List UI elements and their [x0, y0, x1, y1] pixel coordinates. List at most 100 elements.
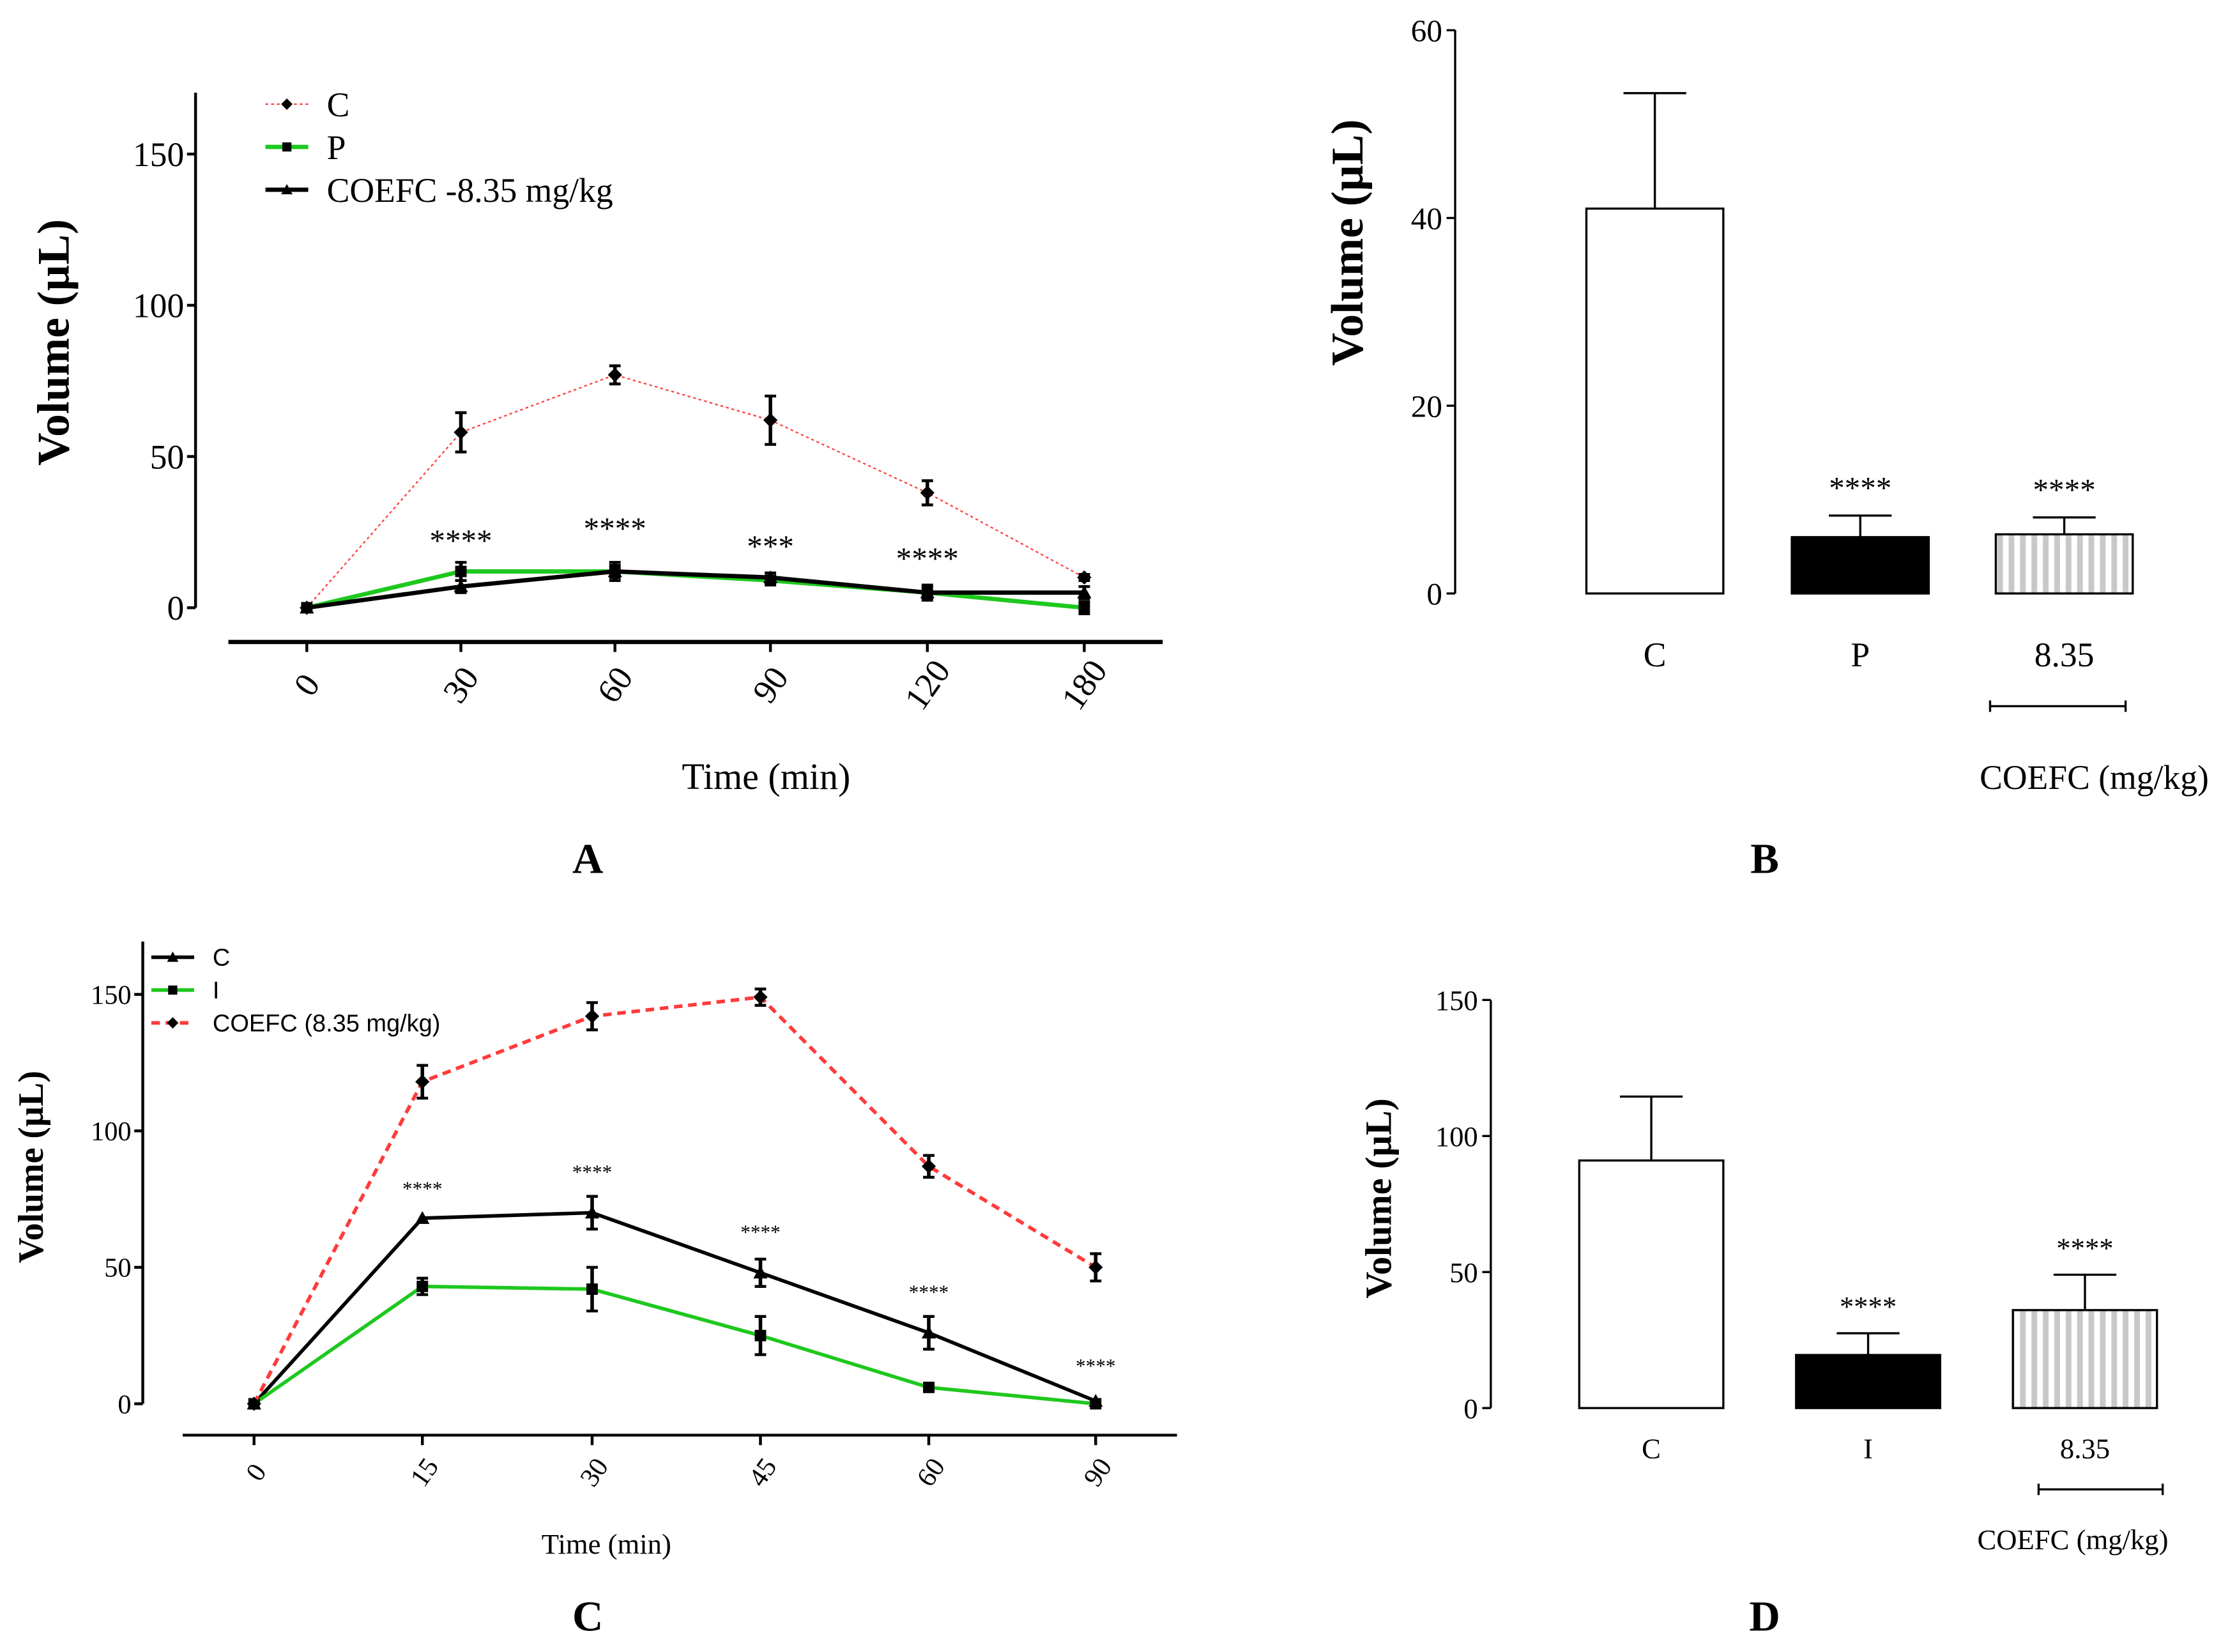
marker-square: [1078, 602, 1090, 614]
marker-triangle: [415, 1211, 430, 1224]
legend-label: I: [213, 977, 220, 1004]
y-tick-label: 50: [104, 1253, 131, 1283]
y-tick-label: 100: [133, 287, 184, 325]
y-tick-label: 100: [1435, 1120, 1478, 1152]
significance-marker: ****: [740, 1221, 781, 1244]
marker-square: [754, 1329, 767, 1342]
x-category-label: C: [1644, 636, 1667, 674]
series-p: [301, 561, 1090, 616]
marker-diamond: [1077, 570, 1092, 585]
panel-label-c: C: [572, 1593, 603, 1641]
x-category-label: P: [1851, 636, 1870, 674]
y-tick-label: 100: [91, 1117, 132, 1147]
series-line: [253, 1284, 1096, 1406]
x-tick-label: 90: [1078, 1453, 1118, 1492]
significance-marker: ****: [909, 1281, 949, 1304]
line-chart-a: 0 50 100 150 0 30 60 90 120 180 Volume (µL) Time (m…: [28, 86, 1163, 797]
x-tick-label: 60: [590, 660, 641, 710]
significance-marker: ****: [584, 510, 646, 546]
series-line: [252, 995, 1097, 1405]
marker-triangle: [753, 1266, 768, 1279]
group-label: COEFC (mg/kg): [1980, 758, 2209, 797]
marker-diamond: [607, 367, 622, 382]
bar-chart-d: 0 50 100 150 Volume (µL) C I **** 8.35 **** COEFC …: [1358, 984, 2169, 1556]
y-tick-label: 150: [91, 980, 132, 1010]
x-tick-label: 90: [745, 660, 796, 710]
x-tick-label: 45: [743, 1453, 783, 1492]
y-tick-label: 60: [1411, 13, 1442, 49]
x-category-label: 8.35: [2060, 1432, 2110, 1464]
panel-label-d: D: [1749, 1593, 1780, 1641]
bar-c: [1585, 207, 1725, 595]
x-category-label: 8.35: [2035, 636, 2095, 674]
bar-8-35: [1994, 533, 2134, 595]
series-coefc-8-35-mg-kg-: [247, 987, 1103, 1411]
marker-diamond: [763, 413, 778, 427]
significance-marker: ****: [1076, 1355, 1116, 1377]
x-category-label: C: [1642, 1432, 1661, 1464]
significance-marker: ****: [896, 541, 959, 576]
series-line: [252, 1211, 1097, 1405]
marker-square: [1090, 1398, 1102, 1410]
panel-label-b: B: [1750, 836, 1779, 883]
x-tick-label: 180: [1054, 653, 1115, 717]
marker-triangle: [281, 184, 293, 195]
marker-square: [282, 142, 292, 152]
marker-triangle: [1077, 585, 1092, 599]
x-tick-label: 60: [911, 1453, 951, 1492]
y-tick-label: 150: [133, 135, 184, 174]
series-line: [306, 569, 1085, 610]
y-tick-label: 0: [1463, 1393, 1477, 1425]
bar-chart-b: 0 20 40 60 Volume (µL) C P **** 8.35 **** COEFC (m…: [1322, 13, 2209, 797]
x-category-label: I: [1863, 1432, 1873, 1464]
series-c: [247, 1195, 1103, 1410]
marker-diamond: [167, 1017, 179, 1029]
x-tick-label: 0: [240, 1458, 273, 1487]
y-axis-label: Volume (µL): [28, 219, 79, 466]
x-tick-label: 30: [435, 660, 486, 710]
marker-square: [586, 1283, 598, 1295]
bar-p: [1790, 536, 1930, 595]
y-axis-label: Volume (µL): [11, 1071, 51, 1263]
y-tick-label: 0: [118, 1389, 131, 1419]
marker-square: [168, 985, 178, 995]
legend-label: C: [327, 86, 350, 124]
y-tick-label: 150: [1435, 984, 1478, 1016]
significance-marker: ****: [572, 1161, 613, 1184]
legend-label: C: [213, 945, 230, 972]
bar-c: [1578, 1159, 1725, 1409]
x-axis-label: Time (min): [682, 756, 850, 797]
marker-diamond: [1088, 1260, 1103, 1274]
panel-label-a: A: [572, 836, 603, 883]
significance-marker: ****: [1829, 470, 1891, 505]
bar-i: [1795, 1354, 1941, 1409]
series-i: [248, 1266, 1102, 1410]
marker-diamond: [247, 1396, 261, 1411]
marker-triangle: [607, 564, 622, 577]
marker-triangle: [920, 585, 935, 599]
line-chart-c: 0 50 100 150 0 15 30 45 60 90 Volume (µL) Time (min…: [11, 941, 1177, 1560]
significance-marker: ****: [2056, 1232, 2113, 1264]
legend-label: COEFC (8.35 mg/kg): [213, 1010, 440, 1037]
marker-triangle: [300, 600, 314, 614]
significance-marker: ****: [2033, 472, 2095, 507]
y-tick-label: 40: [1411, 201, 1442, 236]
x-tick-label: 15: [404, 1453, 445, 1492]
marker-triangle: [584, 1205, 600, 1219]
y-tick-label: 20: [1411, 388, 1442, 424]
y-tick-label: 0: [1426, 576, 1442, 611]
series-coefc-8-35-mg-kg: [300, 563, 1092, 614]
y-tick-label: 50: [150, 438, 185, 476]
marker-square: [923, 1381, 935, 1393]
significance-marker: ****: [402, 1177, 443, 1200]
marker-triangle: [167, 951, 179, 962]
significance-marker: ****: [429, 523, 492, 558]
y-axis-label: Volume (µL): [1322, 119, 1373, 366]
marker-diamond: [753, 990, 768, 1005]
y-tick-label: 0: [167, 589, 184, 627]
marker-diamond: [454, 425, 468, 440]
significance-marker: ***: [747, 529, 794, 564]
x-tick-label: 30: [574, 1453, 615, 1492]
group-label: COEFC (mg/kg): [1978, 1524, 2169, 1556]
